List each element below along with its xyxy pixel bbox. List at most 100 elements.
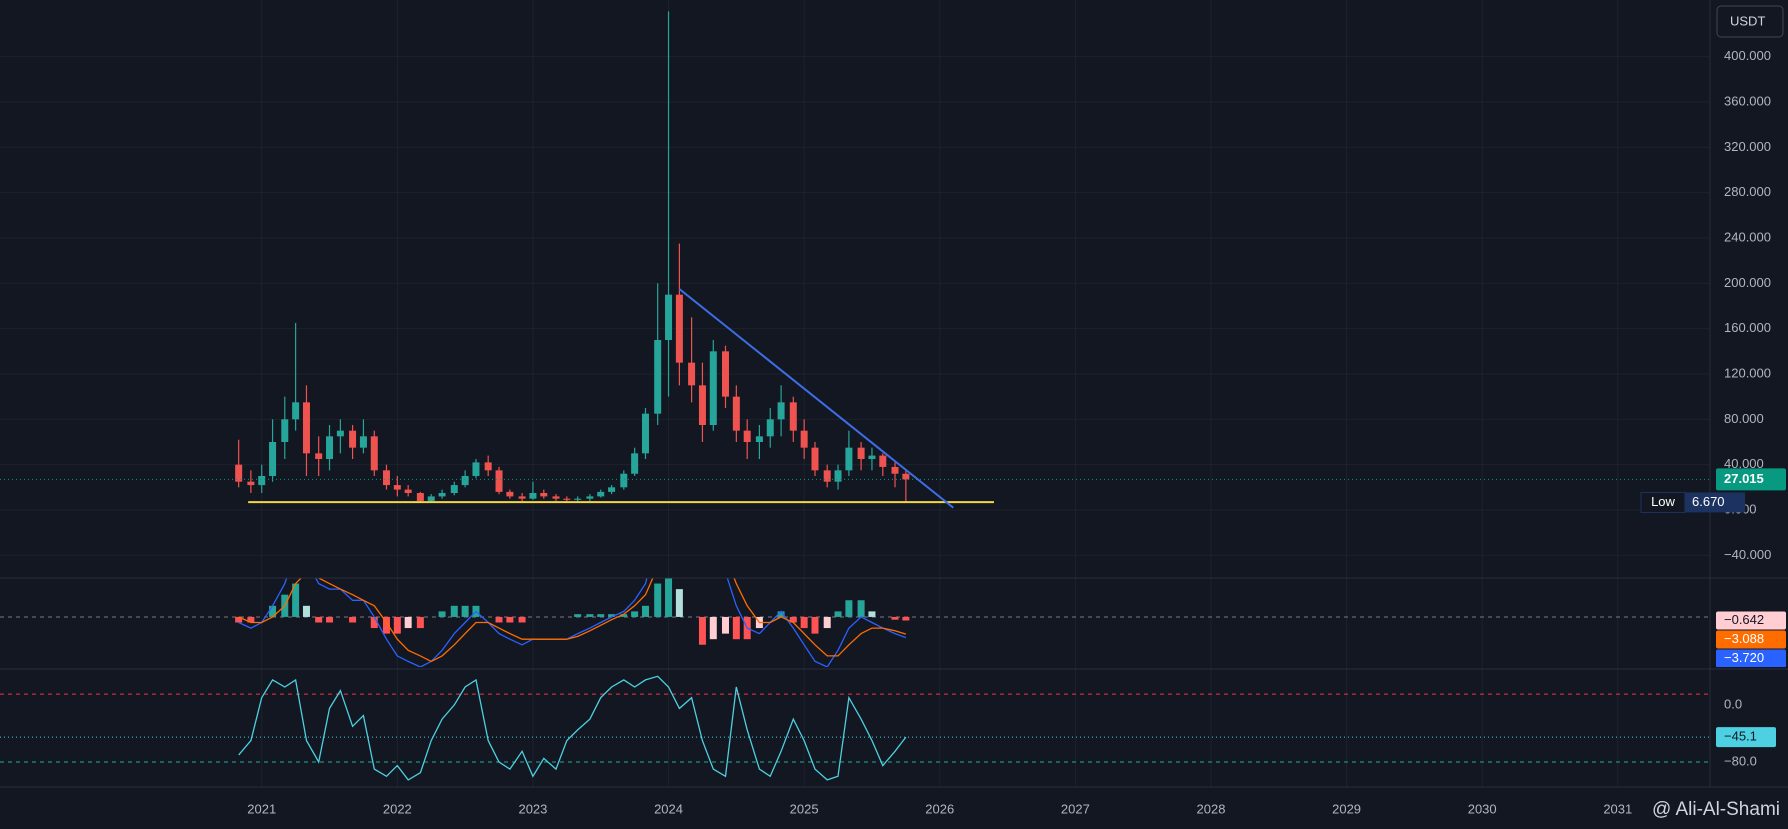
candle-body bbox=[540, 493, 548, 497]
macd-histogram-bar bbox=[393, 616, 401, 634]
macd-histogram-bar bbox=[438, 611, 446, 617]
macd-histogram-bar bbox=[404, 616, 412, 629]
currency-button[interactable] bbox=[1716, 5, 1784, 38]
trend-line bbox=[678, 288, 954, 509]
candle-body bbox=[868, 455, 876, 459]
macd-histogram-bar bbox=[902, 616, 910, 621]
candle-body bbox=[269, 442, 277, 476]
y-tick-label: 400.000 bbox=[1724, 48, 1771, 63]
candle-body bbox=[302, 402, 310, 454]
candle-body bbox=[834, 470, 842, 482]
histogram-tag-label: −0.642 bbox=[1724, 612, 1764, 627]
candle-body bbox=[620, 473, 628, 488]
candle-body bbox=[506, 491, 514, 497]
macd-histogram-bar bbox=[868, 611, 876, 617]
candle-body bbox=[597, 491, 605, 497]
macd-line bbox=[238, 578, 907, 667]
y-tick-label: 360.000 bbox=[1724, 93, 1771, 108]
x-tick-label: 2030 bbox=[1468, 801, 1497, 816]
y-tick-label: 240.000 bbox=[1724, 229, 1771, 244]
x-tick-label: 2023 bbox=[518, 801, 547, 816]
candle-body bbox=[586, 496, 594, 499]
candle-body bbox=[789, 402, 797, 431]
candle-body bbox=[631, 453, 639, 474]
macd-tag-label: −3.720 bbox=[1724, 650, 1764, 665]
macd-histogram-bar bbox=[370, 616, 378, 629]
macd-histogram-bar bbox=[586, 614, 594, 617]
candle-body bbox=[563, 498, 571, 500]
candle-body bbox=[292, 402, 300, 420]
macd-histogram-bar bbox=[823, 616, 831, 629]
candle-body bbox=[721, 351, 729, 397]
macd-histogram-bar bbox=[518, 616, 526, 623]
x-tick-label: 2024 bbox=[654, 801, 683, 816]
macd-histogram-bar bbox=[416, 616, 424, 629]
candle-body bbox=[641, 413, 649, 454]
candle-body bbox=[743, 430, 751, 442]
currency-label[interactable]: USDT bbox=[1730, 13, 1765, 28]
macd-histogram-bar bbox=[461, 605, 469, 617]
candle-body bbox=[393, 485, 401, 490]
x-tick-label: 2028 bbox=[1197, 801, 1226, 816]
candle-body bbox=[665, 294, 673, 340]
y-tick-label: 120.000 bbox=[1724, 365, 1771, 380]
candle-body bbox=[800, 430, 808, 448]
macd-histogram-bar bbox=[235, 616, 243, 623]
x-tick-label: 2026 bbox=[925, 801, 954, 816]
macd-histogram-bar bbox=[857, 600, 865, 617]
candle-body bbox=[359, 436, 367, 448]
low-label: 6.670 bbox=[1692, 494, 1725, 509]
candle-body bbox=[891, 466, 899, 474]
candle-body bbox=[349, 430, 357, 448]
candle-body bbox=[675, 294, 683, 363]
x-tick-label: 2025 bbox=[790, 801, 819, 816]
macd-histogram-bar bbox=[574, 614, 582, 617]
candle-body bbox=[879, 455, 887, 467]
candle-body bbox=[235, 464, 243, 482]
y-tick-label: 200.000 bbox=[1724, 275, 1771, 290]
candle-body bbox=[438, 493, 446, 497]
macd-histogram-bar bbox=[789, 616, 797, 623]
candle-body bbox=[472, 462, 480, 476]
candle-body bbox=[336, 430, 344, 437]
y-tick-label: 80.000 bbox=[1724, 411, 1764, 426]
macd-histogram-bar bbox=[597, 614, 605, 617]
macd-histogram-bar bbox=[631, 611, 639, 617]
candle-body bbox=[518, 496, 526, 499]
candle-body bbox=[484, 462, 492, 471]
macd-histogram-bar bbox=[834, 611, 842, 617]
candle-body bbox=[823, 470, 831, 482]
oscillator-line bbox=[238, 675, 907, 781]
macd-pane bbox=[0, 578, 1710, 667]
macd-histogram-bar bbox=[675, 589, 683, 617]
grid bbox=[0, 0, 1710, 787]
candle-body bbox=[450, 485, 458, 493]
candle-body bbox=[902, 473, 910, 480]
x-tick-label: 2022 bbox=[383, 801, 412, 816]
macd-histogram-bar bbox=[641, 605, 649, 617]
candle-body bbox=[755, 436, 763, 442]
macd-histogram-bar bbox=[732, 616, 740, 640]
candle-body bbox=[326, 436, 334, 459]
macd-tag bbox=[1716, 649, 1786, 667]
candle-body bbox=[529, 493, 537, 499]
price-pane bbox=[0, 11, 1710, 509]
macd-histogram-bar bbox=[698, 616, 706, 645]
macd-histogram-bar bbox=[608, 614, 616, 617]
candle-body bbox=[845, 447, 853, 471]
macd-histogram-bar bbox=[315, 616, 323, 623]
x-tick-label: 2031 bbox=[1603, 801, 1632, 816]
oscillator-tag bbox=[1716, 727, 1776, 748]
axes: 2021 2022 2023 2024 2025 2026 2027 2028 2029 2030… bbox=[247, 48, 1771, 816]
macd-histogram-bar bbox=[845, 600, 853, 617]
candle-body bbox=[811, 447, 819, 471]
signal-tag bbox=[1716, 630, 1786, 649]
macd-histogram-bar bbox=[247, 616, 255, 623]
oscillator-pane bbox=[0, 675, 1710, 781]
candle-body bbox=[427, 496, 435, 501]
signal-tag-label: −3.088 bbox=[1724, 631, 1764, 646]
macd-histogram-bar bbox=[811, 616, 819, 634]
y-tick-label: −40.000 bbox=[1724, 547, 1771, 562]
y-tick-label: 280.000 bbox=[1724, 184, 1771, 199]
